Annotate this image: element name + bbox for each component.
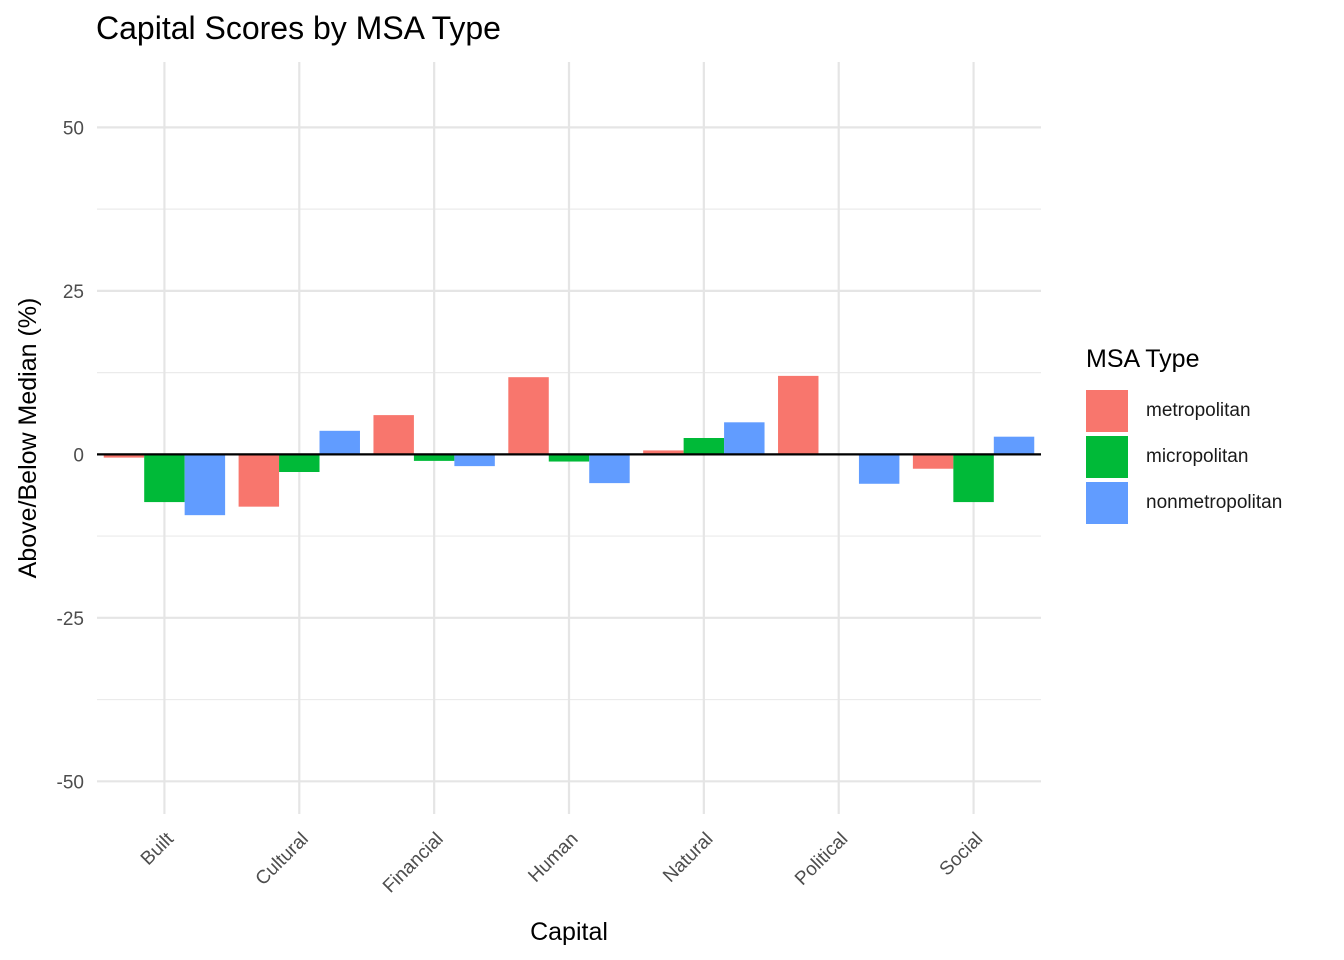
- grid-lines: [97, 62, 1041, 814]
- y-axis-ticks: -50 -25 0 25 50: [57, 118, 84, 793]
- legend-title: MSA Type: [1086, 345, 1200, 373]
- legend-key: [1086, 436, 1128, 478]
- legend-key: [1086, 390, 1128, 432]
- bar-metropolitan-political: [778, 375, 819, 455]
- bar-metropolitan-human: [508, 377, 549, 455]
- y-axis-title: Above/Below Median (%): [14, 298, 42, 579]
- y-tick-label: 25: [63, 282, 84, 303]
- y-tick-label: 50: [63, 118, 84, 139]
- x-axis-ticks: Built Cultural Financial Human Natural Politi…: [137, 828, 987, 897]
- legend-item-micropolitan: micropolitan: [1086, 434, 1282, 480]
- legend-label: micropolitan: [1146, 446, 1249, 467]
- bar-micropolitan-human: [548, 454, 590, 462]
- chart-title: Capital Scores by MSA Type: [96, 10, 501, 46]
- bar-metropolitan-financial: [373, 415, 414, 455]
- bar-nonmetropolitan-built: [184, 454, 226, 516]
- bar-micropolitan-financial: [413, 454, 455, 461]
- legend-label: metropolitan: [1146, 400, 1251, 421]
- y-tick-label: -25: [57, 609, 84, 630]
- bar-micropolitan-cultural: [279, 454, 320, 473]
- legend-item-metropolitan: metropolitan: [1086, 388, 1282, 434]
- legend-key: [1086, 482, 1128, 524]
- bar-nonmetropolitan-human: [589, 454, 630, 484]
- bar-metropolitan-social: [912, 454, 954, 469]
- bar-nonmetropolitan-cultural: [319, 430, 360, 455]
- x-axis-title: Capital: [530, 918, 608, 946]
- x-tick-label: Built: [137, 828, 178, 869]
- x-tick-label: Financial: [379, 829, 448, 898]
- y-tick-label: -50: [57, 772, 84, 793]
- bar-metropolitan-cultural: [238, 454, 280, 507]
- legend: MSA Type metropolitan micropolitan nonmetr…: [1086, 345, 1282, 526]
- bars: [103, 375, 1035, 516]
- bar-micropolitan-natural: [683, 438, 725, 455]
- legend-items: metropolitan micropolitan nonmetropolitan: [1086, 388, 1282, 526]
- x-tick-label: Human: [524, 829, 582, 887]
- bar-micropolitan-social: [953, 454, 994, 503]
- legend-item-nonmetropolitan: nonmetropolitan: [1086, 480, 1282, 526]
- y-tick-label: 0: [73, 445, 84, 466]
- bar-metropolitan-natural: [643, 450, 684, 455]
- x-tick-label: Political: [791, 829, 852, 890]
- bar-micropolitan-built: [144, 454, 185, 503]
- bar-nonmetropolitan-financial: [454, 454, 495, 467]
- bar-nonmetropolitan-natural: [724, 422, 765, 455]
- legend-label: nonmetropolitan: [1146, 492, 1283, 513]
- x-tick-label: Natural: [659, 829, 717, 887]
- bar-metropolitan-built: [103, 454, 145, 458]
- x-tick-label: Cultural: [252, 829, 313, 890]
- bar-nonmetropolitan-political: [858, 454, 900, 484]
- x-tick-label: Social: [936, 829, 987, 880]
- bar-nonmetropolitan-social: [993, 436, 1035, 455]
